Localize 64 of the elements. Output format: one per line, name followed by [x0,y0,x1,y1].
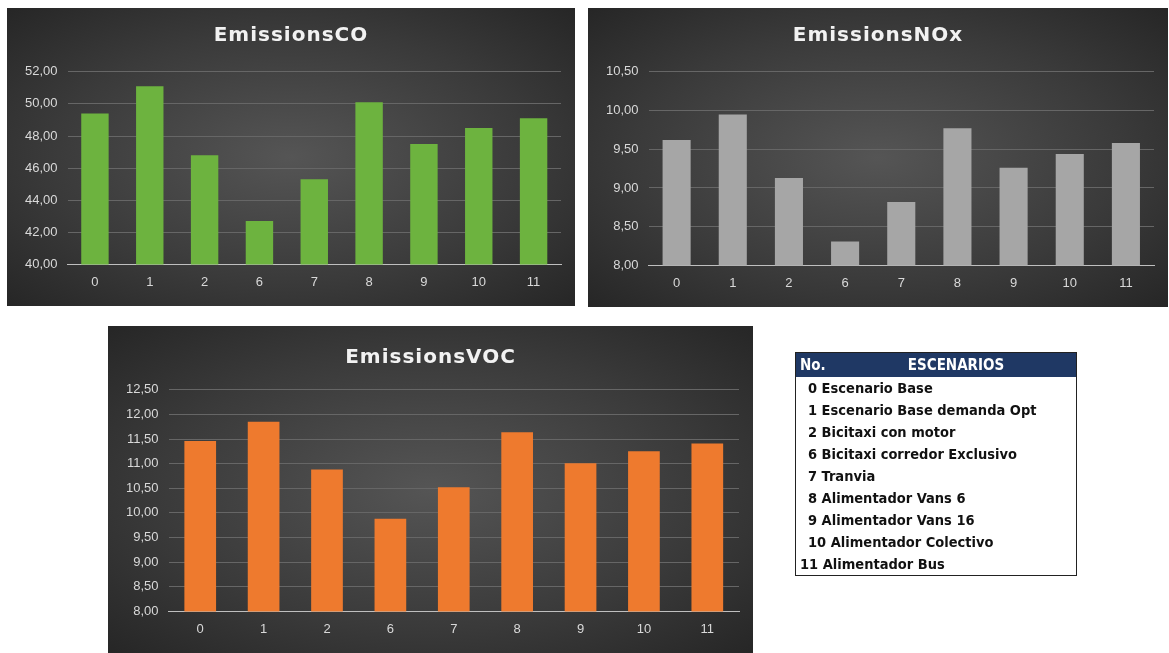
x-tick-label: 7 [310,273,318,289]
x-tick-label: 8 [513,620,521,636]
text: No. [800,356,827,374]
y-tick-label: 46,00 [24,159,58,175]
text: ESCENARIOS [906,356,1006,374]
x-tick-label: 2 [323,620,331,636]
x-tick-label: 8 [365,273,373,289]
y-tick-label: 11,00 [126,455,159,471]
y-tick-label: 10,00 [605,102,639,118]
text: 7 Tranvia [807,467,877,486]
x-tick-label: 11 [1119,274,1133,290]
y-tick-label: 8,00 [133,602,159,618]
y-tick-label: 10,50 [605,63,639,79]
chart-title: EmissionsVOC [344,344,517,368]
x-tick-label: 1 [146,273,154,289]
x-tick-label: 2 [200,273,209,289]
x-tick-label: 11 [700,620,715,636]
x-tick-label: 8 [953,274,962,290]
text: 10 Alimentador Colectivo [807,533,995,552]
text: 11 Alimentador Bus [799,555,946,574]
x-tick-label: 11 [526,273,541,289]
x-tick-label: 7 [897,274,905,290]
text: 6 Bicitaxi corredor Exclusivo [807,445,1018,464]
x-tick-label: 9 [576,620,585,636]
y-tick-label: 40,00 [24,255,58,271]
x-tick-label: 10 [1062,274,1077,290]
x-tick-label: 10 [471,273,486,289]
y-tick-label: 8,00 [613,256,639,272]
y-tick-label: 9,00 [613,179,639,195]
y-tick-label: 8,50 [613,218,639,234]
y-tick-label: 42,00 [24,223,58,239]
y-tick-label: 12,50 [125,381,159,397]
text: 0 Escenario Base [807,379,934,398]
text: 8 Alimentador Vans 6 [807,489,967,508]
y-tick-label: 10,00 [125,504,159,520]
text: 9 Alimentador Vans 16 [807,511,976,530]
y-tick-label: 52,00 [24,63,58,79]
x-tick-label: 9 [420,273,428,289]
y-tick-label: 10,50 [125,479,159,495]
x-tick-label: 7 [450,620,458,636]
x-tick-label: 9 [1009,274,1018,290]
y-tick-label: 48,00 [24,127,58,143]
text: 1 Escenario Base demanda Opt [807,401,1038,420]
x-tick-label: 6 [841,274,849,290]
y-tick-label: 44,00 [24,191,58,207]
x-tick-label: 10 [636,620,652,636]
x-tick-label: 2 [785,274,793,290]
y-tick-label: 9,50 [613,140,639,156]
x-tick-label: 0 [196,620,204,636]
y-tick-label: 9,00 [133,553,159,569]
chart-title: EmissionsNOx [791,22,965,46]
y-tick-label: 12,00 [125,406,159,421]
x-tick-label: 0 [91,273,99,289]
y-tick-label: 11,50 [126,430,159,446]
x-tick-label: 1 [729,274,737,290]
y-tick-label: 8,50 [133,578,159,594]
x-tick-label: 0 [673,274,681,290]
y-tick-label: 50,00 [24,95,58,111]
x-tick-label: 6 [386,620,394,636]
x-tick-label: 1 [259,620,268,636]
chart-title: EmissionsCO [212,22,370,46]
text: 2 Bicitaxi con motor [807,423,957,442]
y-tick-label: 9,50 [133,529,159,545]
x-tick-label: 6 [255,273,264,289]
